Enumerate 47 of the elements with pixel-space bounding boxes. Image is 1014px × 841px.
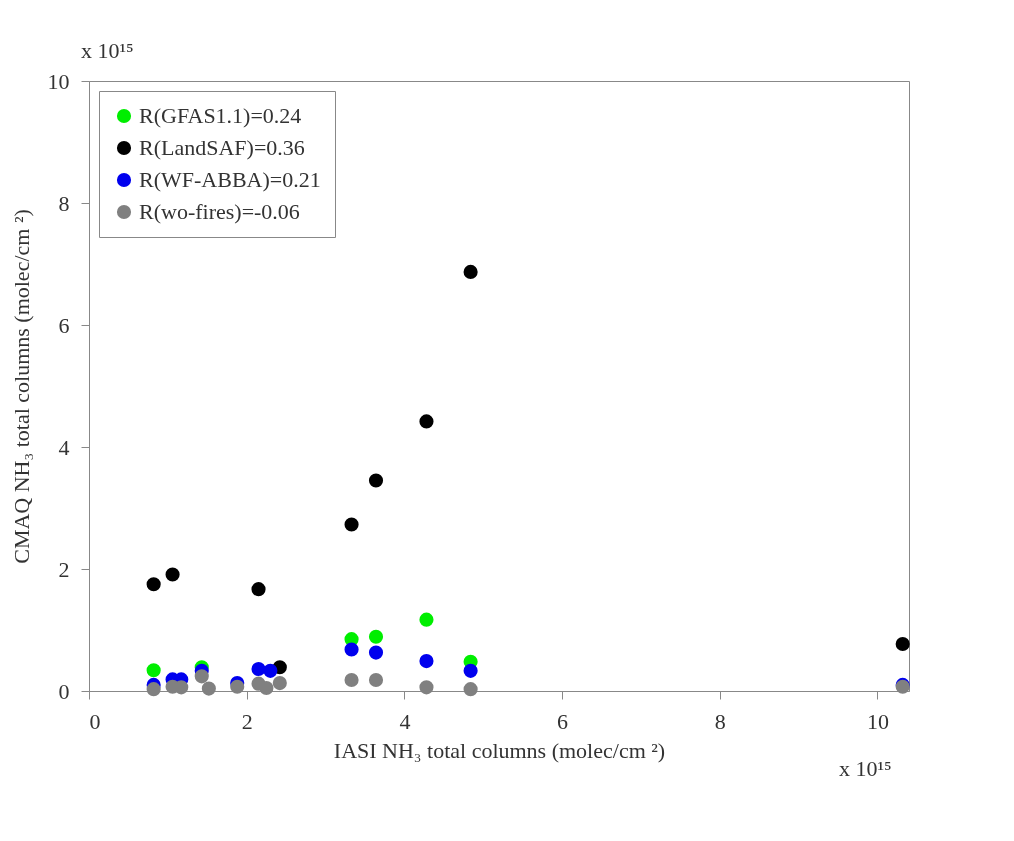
point bbox=[463, 682, 478, 697]
x-tick-label: 10 bbox=[866, 708, 889, 734]
point bbox=[251, 582, 266, 597]
text: x 10¹⁵ bbox=[839, 756, 892, 781]
x-tick-label: 8 bbox=[714, 708, 726, 734]
point bbox=[146, 663, 161, 678]
point bbox=[146, 577, 161, 592]
point bbox=[194, 669, 209, 684]
point bbox=[344, 672, 359, 688]
legend-label: R(GFAS1.1)=0.24 bbox=[139, 103, 302, 128]
legend-label: R(LandSAF)=0.36 bbox=[139, 135, 305, 160]
point bbox=[419, 680, 434, 695]
y-tick-label: 4 bbox=[58, 434, 70, 460]
point bbox=[368, 473, 384, 488]
legend-label: R(wo-fires)=-0.06 bbox=[139, 199, 300, 224]
y-tick-label: 10 bbox=[47, 68, 70, 94]
point bbox=[419, 612, 434, 627]
point bbox=[419, 414, 434, 429]
x-tick-label: 2 bbox=[241, 708, 253, 734]
x-tick-label: 6 bbox=[557, 708, 569, 734]
point bbox=[263, 663, 278, 678]
point bbox=[368, 645, 384, 660]
legend-label: R(WF-ABBA)=0.21 bbox=[139, 167, 321, 192]
point bbox=[419, 654, 434, 669]
x-tick-label: 0 bbox=[89, 708, 101, 734]
point bbox=[895, 636, 910, 652]
y-tick-label: 2 bbox=[58, 556, 70, 582]
x-tick-label: 4 bbox=[399, 708, 411, 734]
point bbox=[146, 682, 161, 697]
point bbox=[165, 567, 180, 582]
point bbox=[463, 663, 478, 678]
point bbox=[344, 642, 359, 657]
point bbox=[463, 264, 478, 279]
y-tick-label: 6 bbox=[58, 312, 70, 338]
x-axis-title: IASI NH₃ total columns (molec/cm ²) bbox=[333, 737, 666, 763]
point bbox=[174, 680, 189, 695]
y-tick-label: 0 bbox=[58, 678, 70, 704]
point bbox=[368, 629, 384, 644]
point bbox=[272, 676, 287, 691]
point bbox=[201, 681, 216, 696]
y-axis-title: CMAQ NH₃ total columns (molec/cm ²) bbox=[8, 209, 34, 564]
point bbox=[344, 517, 359, 532]
point bbox=[259, 680, 274, 696]
y-tick-label: 8 bbox=[58, 190, 70, 216]
point bbox=[368, 672, 384, 688]
point bbox=[251, 661, 266, 677]
text: x 10¹⁵ bbox=[81, 38, 134, 63]
